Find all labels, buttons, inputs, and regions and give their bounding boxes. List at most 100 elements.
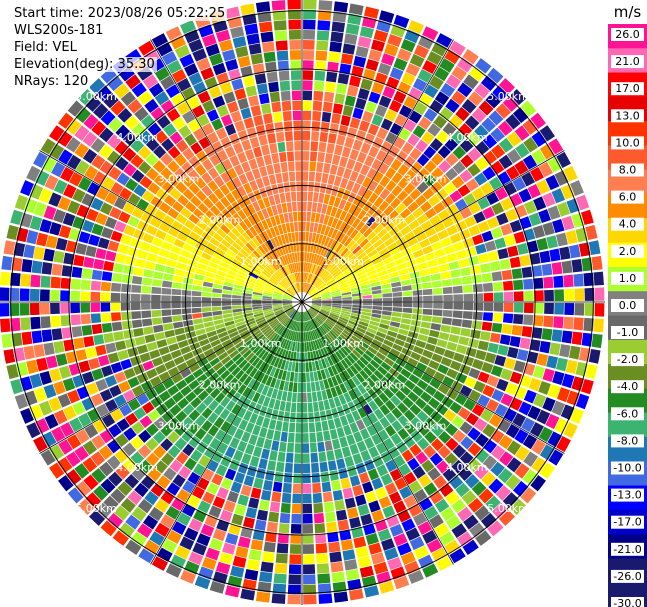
range-gate [403, 182, 416, 195]
range-gate [274, 290, 284, 295]
range-gate [316, 281, 324, 289]
range-gate [389, 468, 402, 482]
range-gate [167, 366, 180, 377]
range-gate [297, 282, 300, 293]
range-gate [163, 467, 177, 481]
range-gate [390, 24, 406, 38]
range-gate [409, 403, 422, 416]
range-gate [392, 291, 403, 297]
range-gate [302, 382, 307, 393]
range-gate [487, 342, 499, 354]
range-gate [337, 277, 347, 284]
range-gate [444, 49, 461, 65]
range-gate [89, 78, 106, 95]
range-gate [153, 324, 164, 333]
range-gate [346, 158, 356, 170]
range-gate [172, 275, 184, 283]
range-gate [351, 310, 362, 315]
range-gate [258, 232, 267, 243]
range-gate [65, 451, 81, 467]
range-gate [230, 334, 241, 342]
range-gate [341, 306, 352, 310]
range-gate [311, 294, 321, 299]
range-gate [500, 197, 514, 211]
range-gate [430, 323, 441, 331]
range-gate [357, 503, 370, 516]
range-gate [202, 491, 215, 505]
range-gate [327, 332, 336, 341]
range-gate [346, 85, 359, 97]
range-gate [378, 247, 389, 257]
range-gate [75, 349, 88, 362]
range-gate [241, 139, 252, 151]
range-gate [308, 232, 313, 243]
range-gate [273, 163, 281, 174]
range-gate [368, 273, 379, 280]
range-gate [365, 349, 375, 359]
range-gate [294, 252, 298, 263]
range-gate [471, 320, 483, 330]
range-gate [96, 85, 112, 102]
range-gate [151, 317, 163, 326]
range-gate [439, 106, 454, 121]
range-gate [289, 222, 295, 233]
range-gate [373, 396, 384, 408]
range-gate [263, 309, 274, 315]
range-gate [357, 323, 368, 331]
range-gate [312, 318, 319, 328]
range-gate [453, 352, 465, 363]
range-gate [245, 507, 258, 519]
range-gate [305, 372, 311, 383]
range-gate [384, 43, 399, 57]
range-gate [463, 192, 477, 206]
range-gate [369, 277, 380, 284]
range-gate [480, 182, 494, 196]
range-gate [85, 492, 102, 508]
range-gate [415, 232, 428, 242]
range-gate [352, 398, 362, 410]
range-gate [225, 58, 239, 72]
range-gate [344, 136, 355, 149]
range-gate [338, 468, 349, 480]
range-gate [258, 274, 269, 282]
range-gate [192, 127, 206, 141]
range-gate [208, 261, 219, 270]
range-gate [501, 323, 513, 335]
range-gate [327, 133, 337, 144]
range-gate [322, 491, 333, 503]
range-gate [217, 380, 228, 392]
range-gate [371, 313, 382, 319]
range-gate [127, 99, 143, 114]
range-gate [131, 319, 143, 329]
range-gate [474, 418, 488, 432]
range-gate [302, 503, 313, 514]
range-gate [319, 325, 327, 335]
range-gate [219, 261, 230, 269]
range-gate [449, 360, 462, 371]
range-gate [363, 334, 374, 342]
range-gate [259, 427, 268, 438]
range-gate [95, 378, 108, 392]
range-gate [145, 153, 159, 167]
range-gate [225, 412, 236, 424]
azimuth-spoke [301, 39, 454, 303]
range-gate [433, 222, 446, 233]
range-gate [271, 409, 279, 420]
range-gate [222, 542, 236, 555]
range-gate [248, 434, 258, 446]
range-ring [68, 68, 536, 536]
range-gate [442, 309, 453, 318]
range-gate [156, 115, 171, 129]
range-gate [222, 289, 233, 295]
range-gate [253, 223, 262, 235]
range-gate [395, 390, 407, 402]
range-gate [29, 288, 40, 301]
range-gate [437, 209, 450, 221]
range-gate [312, 492, 323, 504]
range-gate [260, 144, 270, 156]
range-gate [347, 127, 358, 139]
range-gate [422, 404, 435, 416]
range-gate [302, 544, 315, 554]
range-gate [409, 271, 420, 279]
range-gate [458, 336, 470, 346]
